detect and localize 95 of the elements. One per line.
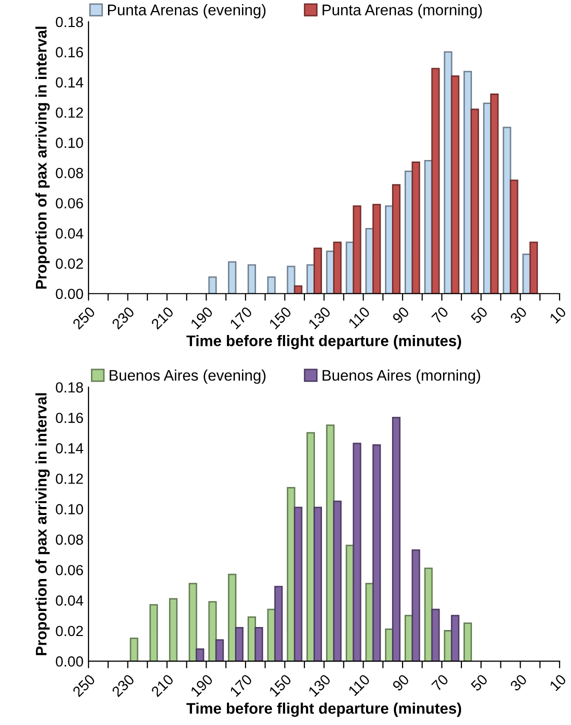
bar xyxy=(228,261,236,294)
bar xyxy=(490,94,499,294)
x-tick-label: 110 xyxy=(348,674,370,696)
y-tick-label: 0.02 xyxy=(56,626,83,636)
x-tick-label: 210 xyxy=(150,306,174,330)
x-tick-label: 250 xyxy=(72,306,96,330)
y-tick-label: 0.10 xyxy=(56,138,84,148)
x-tick-label: 110 xyxy=(348,306,370,329)
bar xyxy=(372,444,381,662)
x-tick-label: 70 xyxy=(431,674,449,692)
bar xyxy=(267,276,276,294)
x-tick-label: 10 xyxy=(549,306,567,324)
bar xyxy=(169,598,178,662)
x-tick-label: 70 xyxy=(431,306,449,324)
bar xyxy=(529,242,538,294)
y-tick-label: 0.00 xyxy=(56,288,84,300)
bar xyxy=(196,648,204,662)
bar xyxy=(463,622,472,662)
legend-label: Buenos Aires (morning) xyxy=(322,370,480,384)
x-tick-label: 170 xyxy=(229,306,253,330)
x-tick-label: 130 xyxy=(308,306,332,330)
bar xyxy=(333,242,342,294)
x-tick-label: 90 xyxy=(392,306,410,324)
y-tick-label: 0.12 xyxy=(56,107,83,118)
bar xyxy=(248,264,256,294)
legend-label: Buenos Aires (evening) xyxy=(110,370,266,384)
x-tick-label: 170 xyxy=(229,674,253,697)
x-tick-label: 50 xyxy=(470,306,488,324)
y-tick-label: 0.18 xyxy=(56,382,84,393)
bar xyxy=(228,574,236,662)
x-axis-title: Time before flight departure (minutes) xyxy=(186,335,462,350)
bar xyxy=(286,266,296,294)
bar xyxy=(208,601,217,662)
bar xyxy=(412,162,420,294)
y-tick-label: 0.16 xyxy=(56,412,84,424)
bar xyxy=(412,549,420,662)
x-tick-label: 30 xyxy=(510,306,528,324)
bar xyxy=(314,506,322,662)
bar xyxy=(294,285,302,294)
y-tick-label: 0.04 xyxy=(56,228,84,239)
bar xyxy=(470,108,480,294)
bar xyxy=(294,506,302,662)
y-tick-label: 0.14 xyxy=(56,443,84,454)
bar xyxy=(130,638,138,662)
y-tick-label: 0.14 xyxy=(56,77,84,88)
bar xyxy=(149,604,158,662)
y-axis-title: Proportion of pax arriving in interval xyxy=(35,393,50,656)
x-tick-label: 50 xyxy=(470,674,488,692)
y-tick-label: 0.16 xyxy=(56,47,84,58)
legend-label: Punta Arenas (morning) xyxy=(322,4,482,18)
bar xyxy=(188,582,198,662)
bar xyxy=(235,627,244,662)
legend-label: Punta Arenas (evening) xyxy=(108,4,266,18)
x-tick-label: 150 xyxy=(268,674,292,697)
x-tick-label: 190 xyxy=(190,306,214,330)
bar xyxy=(450,75,460,294)
y-tick-label: 0.08 xyxy=(56,534,84,545)
x-tick-label: 10 xyxy=(549,674,567,692)
y-tick-label: 0.06 xyxy=(56,198,84,208)
y-tick-label: 0.04 xyxy=(56,595,84,606)
bar xyxy=(510,180,518,294)
y-tick-label: 0.12 xyxy=(56,474,83,484)
bar xyxy=(208,276,217,294)
bar xyxy=(392,184,400,294)
bar xyxy=(392,416,400,662)
bar xyxy=(254,627,264,662)
x-tick-label: 30 xyxy=(510,674,528,692)
x-tick-label: 150 xyxy=(268,306,292,330)
y-axis-title: Proportion of pax arriving in interval xyxy=(35,26,50,289)
x-tick-label: 190 xyxy=(190,674,214,697)
y-tick-label: 0.08 xyxy=(56,168,84,178)
bar xyxy=(314,248,322,294)
y-tick-label: 0.18 xyxy=(56,16,84,28)
bar xyxy=(215,639,224,662)
bar xyxy=(352,442,362,662)
bar xyxy=(431,68,440,294)
bar xyxy=(450,614,460,662)
bar xyxy=(372,204,381,294)
bar xyxy=(352,205,362,294)
x-tick-label: 230 xyxy=(111,674,135,698)
y-tick-label: 0.10 xyxy=(56,504,84,514)
bar xyxy=(431,608,440,662)
bar xyxy=(502,126,512,294)
y-tick-label: 0.02 xyxy=(56,258,83,269)
x-axis-title: Time before flight departure (minutes) xyxy=(186,702,462,717)
x-tick-label: 230 xyxy=(111,306,135,330)
bar xyxy=(274,586,283,662)
x-tick-label: 250 xyxy=(72,674,96,698)
y-tick-label: 0.06 xyxy=(56,564,84,576)
bar xyxy=(333,500,342,662)
x-tick-label: 210 xyxy=(150,674,174,698)
bar xyxy=(424,568,433,662)
x-tick-label: 90 xyxy=(392,674,410,692)
y-tick-label: 0.00 xyxy=(56,656,84,667)
x-tick-label: 130 xyxy=(308,674,332,697)
